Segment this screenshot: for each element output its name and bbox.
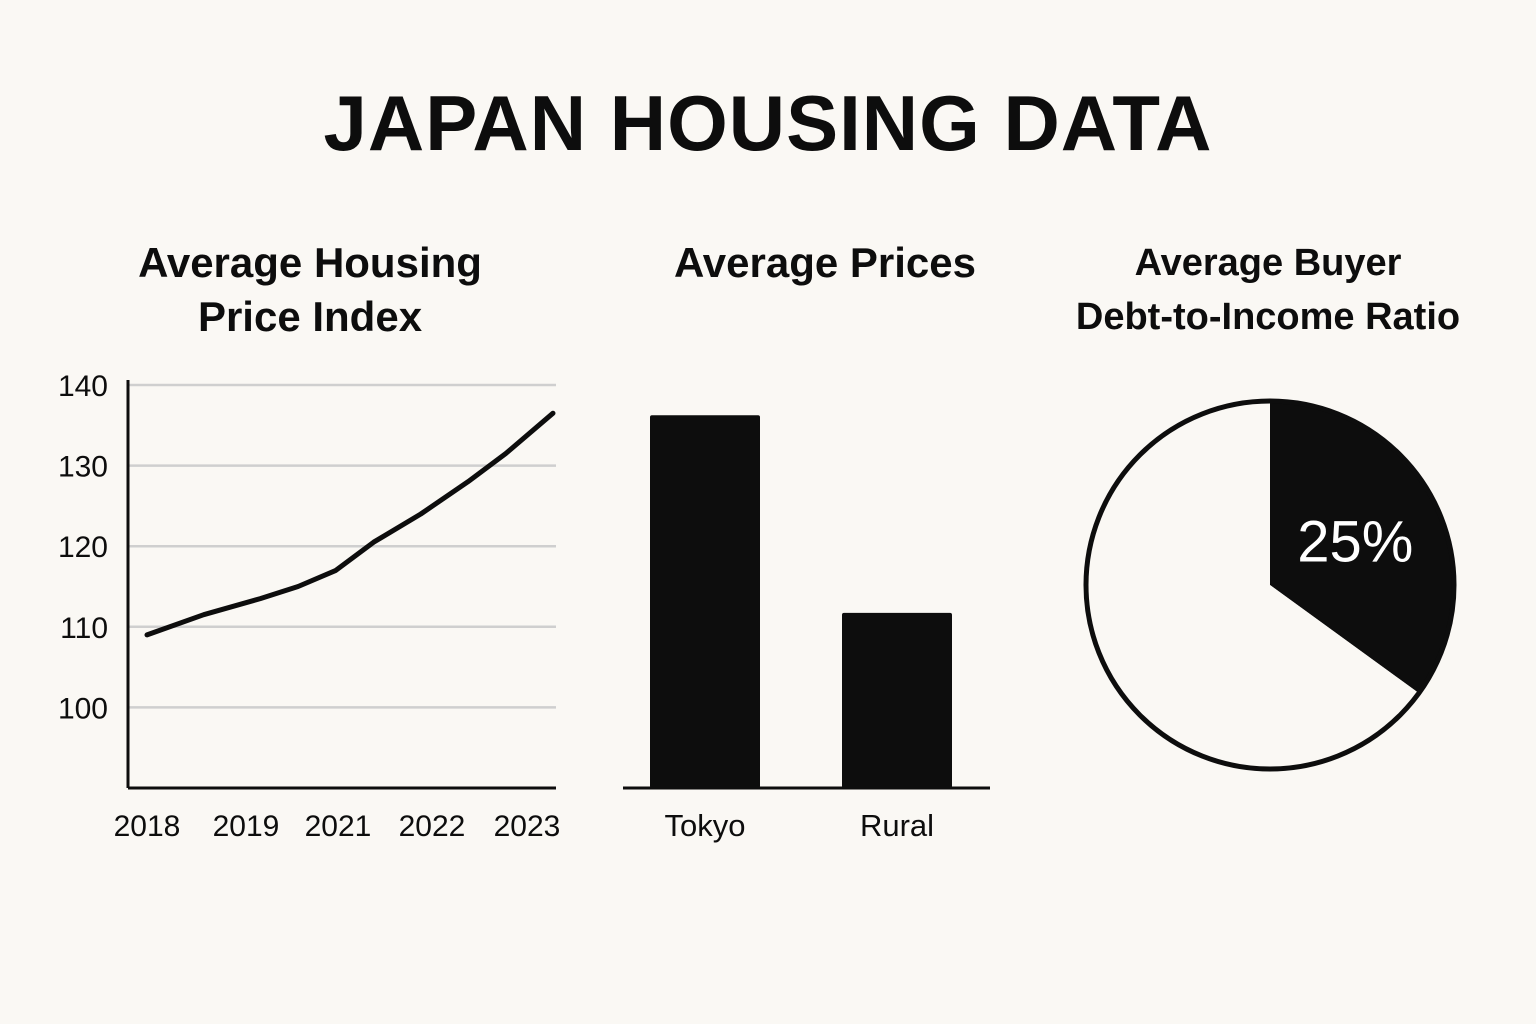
pie-chart-title-line-2: Debt-to-Income Ratio — [1075, 296, 1461, 338]
line-chart-title-line-1: Average Housing — [138, 239, 482, 286]
y-tick-label: 100 — [58, 692, 108, 725]
pie-chart: 25% — [1083, 398, 1457, 772]
x-tick-label: 2022 — [399, 810, 466, 843]
bar-category-label: Rural — [860, 808, 934, 843]
y-tick-label: 110 — [60, 612, 108, 645]
bar-chart-title: Average Prices — [620, 236, 1030, 290]
pie-slice-label: 25% — [1297, 510, 1413, 575]
x-tick-label: 2023 — [494, 810, 561, 843]
bar-chart-title-line-1: Average Prices — [674, 239, 976, 286]
pie-chart-title-line-1: Average Buyer — [1134, 242, 1402, 284]
x-tick-label: 2019 — [213, 810, 280, 843]
pie-slice-filled — [1270, 401, 1454, 694]
series-line-housing-price-index — [144, 410, 556, 638]
bar-rural — [842, 612, 952, 788]
pie-slice-empty — [1085, 401, 1419, 769]
line-chart: 140 130 120 110 100 2018 2019 2021 2022 2023 — [58, 370, 560, 843]
page-title: JAPAN HOUSING DATA — [323, 79, 1213, 167]
y-tick-label: 130 — [58, 451, 108, 484]
bar-tokyo — [650, 415, 760, 788]
pie-chart-title: Average Buyer Debt-to-Income Ratio — [1040, 236, 1496, 344]
bar-chart: Tokyo Rural — [623, 415, 990, 843]
bar-category-label: Tokyo — [665, 808, 746, 843]
line-chart-title: Average Housing Price Index — [90, 236, 530, 344]
line-chart-title-line-2: Price Index — [197, 293, 423, 340]
y-tick-label: 120 — [58, 531, 108, 564]
x-tick-label: 2021 — [305, 810, 372, 843]
y-tick-label: 140 — [58, 370, 108, 403]
pie-outline — [1083, 398, 1457, 772]
x-tick-label: 2018 — [114, 810, 181, 843]
